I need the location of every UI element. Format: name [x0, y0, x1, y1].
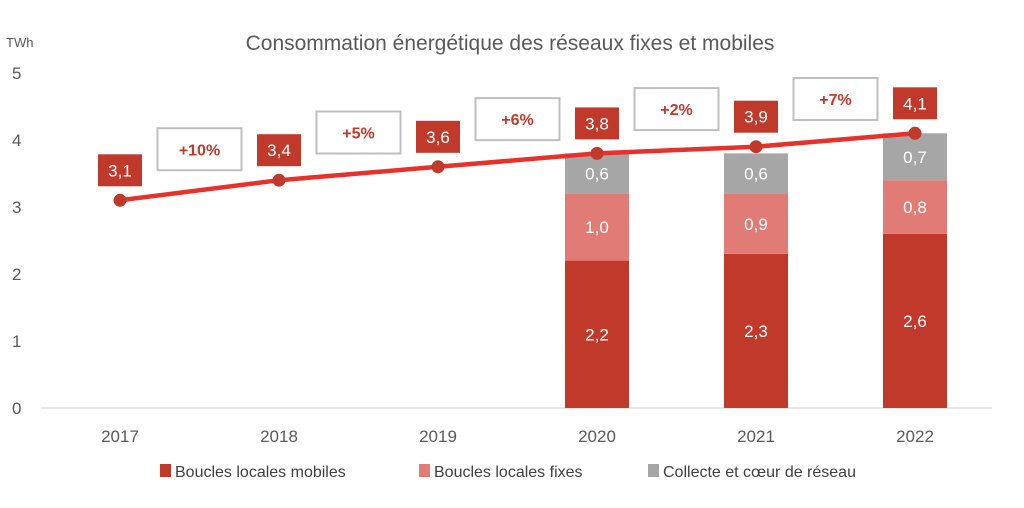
y-tick-label: 0	[12, 399, 21, 418]
y-tick-label: 2	[12, 265, 21, 284]
growth-label: +10%	[179, 142, 220, 159]
x-tick-label: 2018	[260, 427, 298, 446]
growth-label: +5%	[342, 126, 374, 143]
total-line-point	[431, 160, 445, 174]
legend-label: Collecte et cœur de réseau	[663, 464, 856, 481]
growth-box	[156, 127, 243, 172]
bar-segment-label: 0,6	[585, 165, 609, 184]
bar-segment	[883, 180, 947, 234]
bar-segment-label: 0,8	[903, 198, 927, 217]
total-value-badge	[734, 100, 778, 133]
growth-box	[315, 110, 402, 155]
total-value-badge	[893, 87, 937, 120]
y-tick-label: 1	[12, 332, 21, 351]
legend: Boucles locales mobiles Boucles locales f…	[160, 464, 856, 481]
bar-segment	[883, 233, 947, 408]
total-value-label: 3,9	[744, 108, 768, 127]
legend-label: Boucles locales mobiles	[175, 464, 346, 481]
legend-label: Boucles locales fixes	[434, 464, 583, 481]
total-value-badge	[575, 107, 619, 140]
x-tick-label: 2022	[896, 427, 934, 446]
x-axis: 2017 2018 2019 2020 2021 2022	[101, 427, 934, 446]
growth-box	[474, 97, 561, 142]
bar-segment-label: 2,3	[744, 322, 768, 341]
legend-swatch	[648, 464, 659, 477]
x-tick-label: 2019	[419, 427, 457, 446]
bar-segment	[724, 253, 788, 408]
total-value-label: 3,4	[267, 141, 291, 160]
bar-segment	[883, 133, 947, 181]
y-tick-label: 4	[12, 131, 21, 150]
bar-segment	[724, 153, 788, 194]
total-line-point	[908, 126, 922, 140]
growth-label: +2%	[660, 102, 692, 119]
total-value-badge	[98, 154, 142, 187]
total-value-label: 3,1	[108, 161, 132, 180]
y-tick-label: 5	[12, 64, 21, 83]
bar-segment-label: 0,7	[903, 148, 927, 167]
bar-segment-label: 2,6	[903, 312, 927, 331]
total-line-point	[113, 193, 127, 207]
growth-annotations: +10% +5% +6% +2% +7%	[156, 77, 879, 172]
growth-label: +6%	[501, 112, 533, 129]
total-line-point	[272, 173, 286, 187]
x-tick-label: 2017	[101, 427, 139, 446]
bar-segment-label: 0,6	[744, 165, 768, 184]
y-axis-unit-label: TWh	[6, 35, 33, 50]
growth-label: +7%	[819, 92, 851, 109]
y-tick-label: 3	[12, 198, 21, 217]
total-value-label: 3,6	[426, 128, 450, 147]
x-tick-label: 2021	[737, 427, 775, 446]
total-value-label: 3,8	[585, 114, 609, 133]
growth-box	[633, 87, 720, 132]
total-value-label: 4,1	[903, 94, 927, 113]
bar-segment	[724, 193, 788, 254]
bar-segment	[565, 153, 629, 194]
bar-segment	[565, 260, 629, 408]
total-value-badge	[416, 120, 460, 153]
stacked-bars: 2,2 1,0 0,6 2,3 0,9 0,6 2,6 0,8 0,7	[565, 133, 947, 408]
growth-box	[792, 77, 879, 121]
total-line-point	[749, 140, 763, 154]
total-line-point	[590, 146, 604, 160]
x-tick-label: 2020	[578, 427, 616, 446]
legend-swatch	[160, 464, 171, 477]
legend-swatch	[419, 464, 430, 477]
total-line: 3,1 3,4 3,6 3,8 3,9 4,1	[98, 87, 937, 207]
total-value-badge	[257, 134, 301, 167]
y-axis: 0 1 2 3 4 5	[12, 64, 21, 418]
bar-segment-label: 0,9	[744, 215, 768, 234]
chart-title: Consommation énergétique des réseaux fix…	[246, 32, 775, 55]
total-line-path	[119, 131, 916, 203]
bar-segment-label: 1,0	[585, 218, 609, 237]
bar-segment	[565, 193, 629, 261]
bar-segment-label: 2,2	[585, 325, 609, 344]
